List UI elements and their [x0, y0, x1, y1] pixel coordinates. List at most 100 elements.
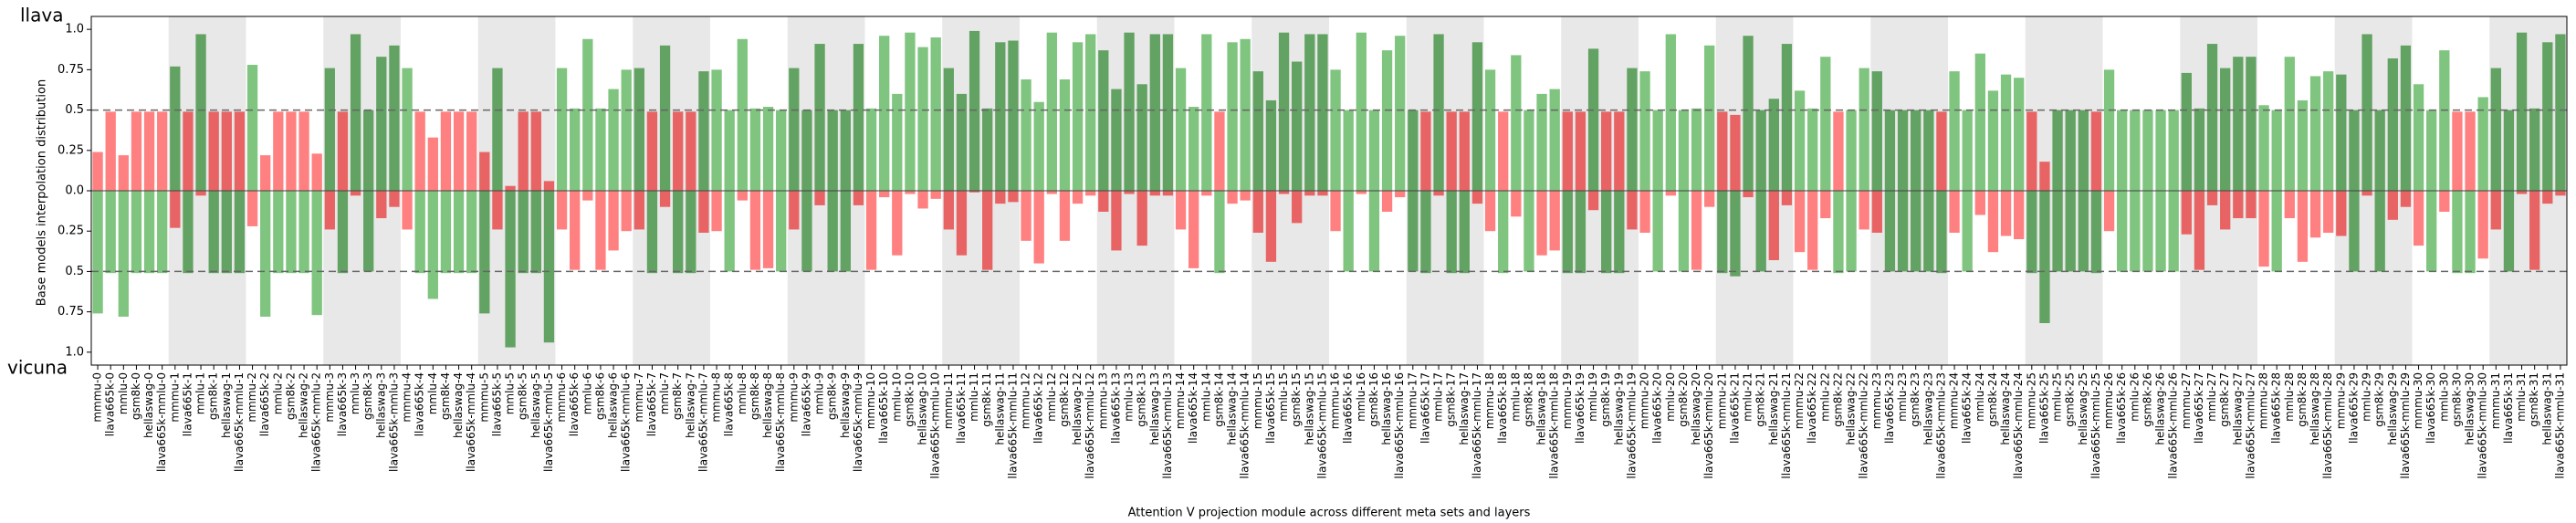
- bar: [1459, 111, 1470, 191]
- bar: [1846, 110, 1857, 191]
- x-tick-label: hellaswag-16: [1380, 372, 1393, 445]
- bar: [1059, 78, 1071, 191]
- bar: [608, 191, 619, 251]
- bar: [286, 111, 297, 191]
- x-tick-label: mmlu-6: [581, 372, 593, 414]
- bar: [2349, 110, 2360, 191]
- x-tick-label: llava665k-mmlu-2: [310, 372, 323, 472]
- bar: [1691, 108, 1702, 191]
- x-tick-label: gsm8k-26: [2141, 372, 2153, 427]
- x-tick-label: mmmu-17: [1406, 372, 1419, 429]
- bar: [2246, 191, 2257, 219]
- x-tick-label: hellaswag-0: [142, 372, 155, 438]
- bar: [1717, 111, 1728, 191]
- x-tick-label: hellaswag-21: [1767, 372, 1780, 445]
- bar: [2284, 191, 2295, 219]
- x-tick-label: llava665k-mmlu-14: [1239, 372, 1251, 479]
- bar: [1807, 191, 1818, 270]
- x-tick-label: hellaswag-1: [220, 372, 233, 438]
- bar: [246, 191, 258, 226]
- bar: [1897, 191, 1909, 272]
- bar: [1949, 191, 1960, 233]
- bar: [440, 191, 452, 274]
- y-tick-label: 0.75: [58, 305, 84, 319]
- bar: [1704, 45, 1715, 192]
- bar: [1730, 114, 1741, 191]
- bar: [105, 191, 116, 274]
- bar: [1524, 191, 1534, 272]
- x-tick-label: mmmu-25: [2025, 372, 2037, 429]
- x-tick-label: mmlu-21: [1742, 372, 1754, 422]
- bar: [2542, 191, 2553, 204]
- x-tick-label: gsm8k-1: [207, 372, 220, 420]
- x-tick-label: mmlu-7: [658, 372, 671, 414]
- bar: [1781, 44, 1793, 191]
- bar: [698, 191, 709, 233]
- x-tick-label: mmmu-0: [91, 372, 104, 423]
- bar: [2529, 108, 2540, 191]
- bar: [1343, 191, 1354, 272]
- bar: [827, 191, 838, 272]
- x-tick-label: gsm8k-0: [130, 372, 142, 420]
- bar: [1189, 107, 1199, 191]
- bar: [1639, 71, 1650, 191]
- x-tick-label: mmlu-17: [1432, 372, 1445, 422]
- bar: [1252, 191, 1263, 233]
- x-tick-label: hellaswag-22: [1845, 372, 1858, 445]
- bar: [1833, 111, 1844, 191]
- bar: [286, 191, 297, 274]
- bar: [917, 191, 928, 209]
- bar: [118, 191, 129, 317]
- x-tick-label: mmlu-13: [1123, 372, 1136, 422]
- x-tick-label: mmmu-15: [1251, 372, 1264, 429]
- bar: [2000, 74, 2012, 191]
- bar: [1214, 111, 1225, 191]
- x-tick-label: gsm8k-16: [1367, 372, 1380, 427]
- bar: [1381, 191, 1393, 212]
- bar: [1575, 111, 1586, 191]
- bar: [1743, 36, 1754, 191]
- x-tick-label: llava665k-30: [2424, 372, 2437, 444]
- bar: [2039, 162, 2050, 191]
- x-tick-label: gsm8k-10: [903, 372, 916, 427]
- x-tick-label: gsm8k-15: [1290, 372, 1303, 427]
- bar: [298, 111, 309, 191]
- x-tick-label: mmmu-3: [323, 372, 336, 423]
- x-tick-label: mmmu-22: [1793, 372, 1806, 429]
- bar: [1627, 68, 1638, 191]
- x-tick-label: hellaswag-17: [1458, 372, 1471, 445]
- bar: [853, 44, 864, 191]
- bar: [389, 45, 400, 192]
- x-tick-label: llava665k-mmlu-19: [1625, 372, 1638, 479]
- x-tick-label: mmlu-0: [117, 372, 130, 414]
- bar: [1085, 191, 1096, 196]
- bar: [1201, 34, 1212, 191]
- x-axis-label: Attention V projection module across dif…: [1128, 507, 1531, 520]
- x-tick-label: llava665k-14: [1187, 372, 1199, 444]
- bar: [2490, 68, 2501, 191]
- x-tick-label: mmmu-28: [2257, 372, 2270, 429]
- bar: [1665, 191, 1676, 196]
- x-tick-label: llava665k-mmlu-22: [1858, 372, 1870, 479]
- x-tick-label: gsm8k-11: [980, 372, 993, 427]
- bar: [943, 68, 954, 191]
- bar: [1085, 34, 1096, 191]
- x-tick-label: hellaswag-4: [452, 372, 465, 438]
- bar: [1162, 191, 1174, 196]
- x-tick-label: hellaswag-23: [1922, 372, 1934, 445]
- x-tick-label: llava665k-18: [1496, 372, 1509, 444]
- bar: [2426, 110, 2437, 191]
- x-tick-label: hellaswag-26: [2154, 372, 2167, 445]
- bar: [2400, 191, 2412, 207]
- bar: [530, 111, 541, 191]
- bar: [646, 191, 658, 274]
- x-tick-label: mmlu-1: [194, 372, 207, 414]
- bar: [749, 191, 761, 270]
- bar: [1278, 32, 1290, 192]
- x-tick-label: llava665k-mmlu-10: [929, 372, 942, 479]
- bar: [1936, 191, 1947, 274]
- bar: [673, 191, 684, 274]
- bar: [337, 111, 349, 191]
- bar: [1304, 34, 1315, 191]
- bar: [956, 191, 968, 256]
